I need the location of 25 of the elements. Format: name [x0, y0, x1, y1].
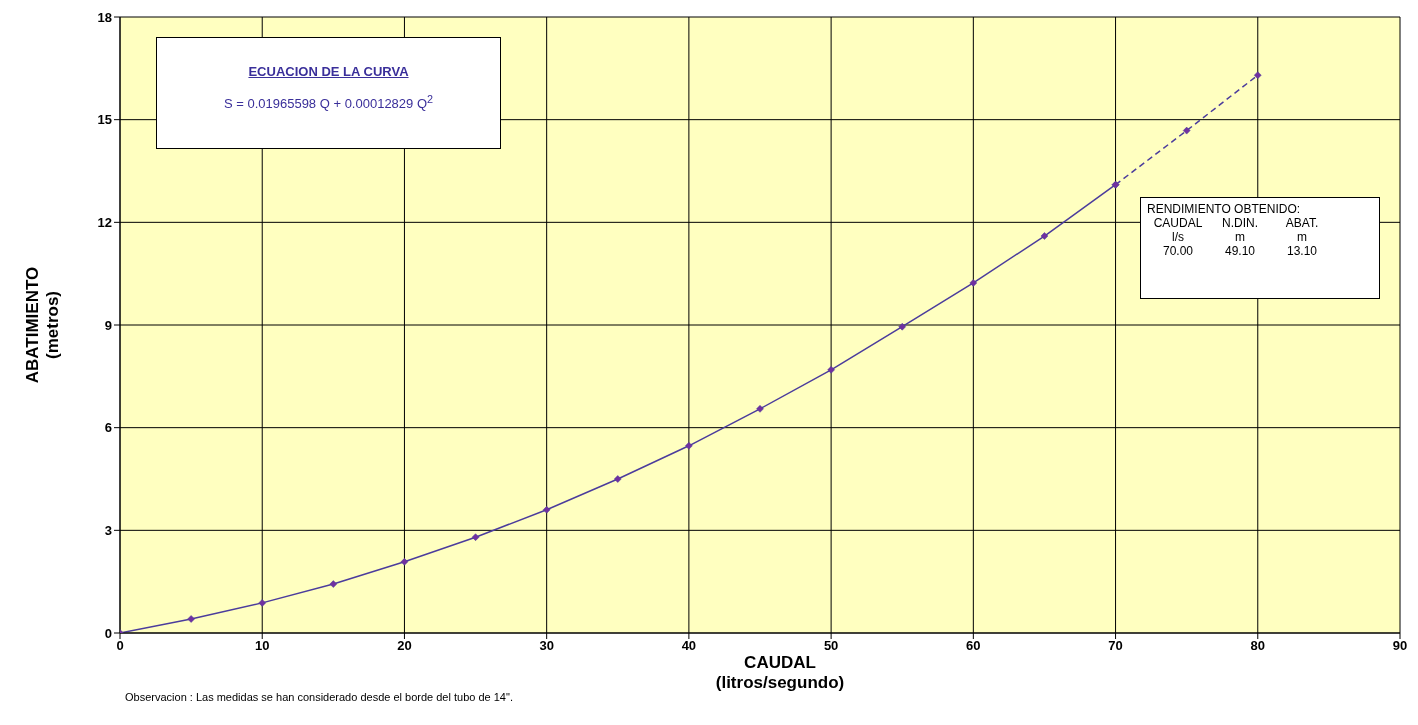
x-tick-label: 20 — [397, 638, 412, 654]
y-tick-label: 9 — [104, 317, 112, 333]
annotation: S = 0.01965598 Q + 0.00012829 Q$^{2}$ — [222, 93, 435, 112]
y-tick-label: 3 — [104, 522, 112, 538]
x-axis-title: CAUDAL (litros/segundo) — [715, 653, 845, 692]
annotation: ECUACION DE LA CURVA — [247, 64, 410, 79]
text-box: ECUACION DE LA CURVA S = 0.01965598 Q + 0.00012829 Q$^{2}$ — [156, 37, 501, 149]
x-tick-label: 60 — [966, 638, 981, 654]
y-tick-label: 0 — [104, 625, 112, 641]
x-tick-label: 70 — [1108, 638, 1123, 654]
x-tick-label: 0 — [116, 638, 124, 654]
x-tick-label: 80 — [1250, 638, 1266, 654]
y-tick-label: 12 — [97, 214, 112, 230]
x-tick-label: 40 — [681, 638, 697, 654]
y-tick-label: 15 — [97, 112, 112, 128]
x-tick-label: 30 — [539, 638, 554, 654]
y-tick-label: 6 — [104, 420, 112, 436]
y-tick-label: 18 — [97, 9, 112, 25]
x-tick-label: 10 — [254, 638, 270, 654]
x-tick-label: 90 — [1392, 638, 1408, 654]
annotation: RENDIMIENTO OBTENIDO: — [1147, 202, 1302, 216]
text-box: RENDIMIENTO OBTENIDO: CAUDAL N.DIN. ABAT. l/s m m 70.00 49.10 13.10 — [1140, 197, 1380, 299]
y-axis-title: ABATIMIENTO (metros) — [23, 266, 62, 384]
x-tick-label: 50 — [823, 638, 839, 654]
text: Observacion : Las medidas se han considerado desde el borde del tubo de 14". — [125, 691, 513, 703]
